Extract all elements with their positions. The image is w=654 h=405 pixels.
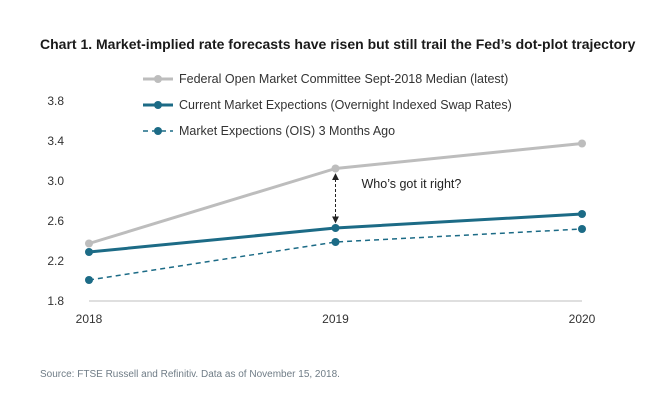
x-tick-label: 2020: [569, 312, 596, 326]
legend-marker-2: [154, 101, 162, 109]
x-tick-label: 2019: [322, 312, 349, 326]
data-point: [331, 238, 340, 246]
y-tick-label: 3.8: [47, 94, 64, 108]
legend-label-2: Current Market Expections (Overnight Ind…: [179, 98, 512, 112]
series-line-3: [88, 228, 583, 281]
data-point: [85, 248, 93, 256]
y-tick-label: 2.2: [47, 254, 64, 268]
data-point: [331, 164, 340, 173]
data-point: [85, 239, 93, 248]
source-note: Source: FTSE Russell and Refinitiv. Data…: [40, 369, 340, 380]
data-point: [578, 225, 586, 233]
y-tick-label: 2.6: [47, 214, 64, 228]
data-point: [578, 210, 586, 218]
legend-label-3: Market Expections (OIS) 3 Months Ago: [179, 124, 395, 138]
annotation-label: Who’s got it right?: [362, 177, 462, 191]
legend-marker-1: [154, 75, 162, 83]
y-tick-label: 1.8: [47, 294, 64, 308]
data-point: [331, 224, 340, 232]
y-tick-label: 3.4: [47, 134, 64, 148]
x-tick-label: 2018: [76, 312, 103, 326]
y-tick-label: 3.0: [47, 174, 64, 188]
chart-title: Chart 1. Market-implied rate forecasts h…: [40, 36, 636, 52]
legend-marker-3: [154, 127, 162, 135]
legend-label-1: Federal Open Market Committee Sept-2018 …: [179, 72, 508, 86]
data-point: [578, 139, 586, 148]
data-point: [85, 276, 93, 284]
